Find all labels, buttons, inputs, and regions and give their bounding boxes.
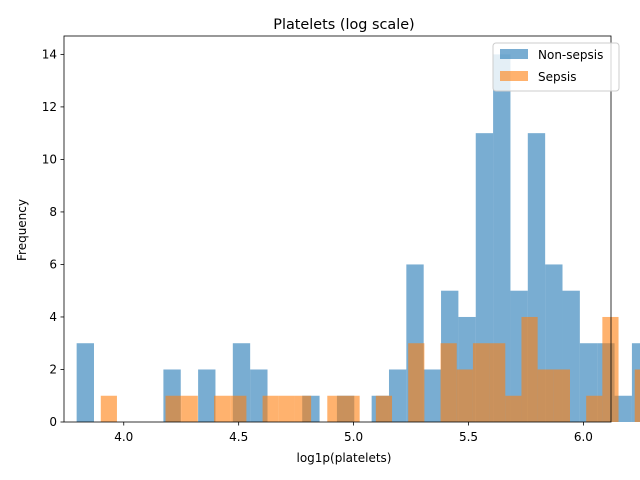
bar-sepsis-17 xyxy=(375,395,393,422)
bar-sepsis-14 xyxy=(327,395,344,422)
bars-layer xyxy=(76,54,640,422)
y-tick-label: 10 xyxy=(42,152,57,166)
bar-non-sepsis-0 xyxy=(76,343,94,422)
axes-layer: 4.0 4.5 5.0 5.5 6.0 0 2 4 6 8 10 12 14 xyxy=(42,35,612,444)
bar-sepsis-26 xyxy=(521,316,538,422)
y-tick-label: 0 xyxy=(49,415,57,429)
bar-sepsis-7 xyxy=(214,395,231,422)
bar-non-sepsis-20 xyxy=(423,369,442,422)
y-tick-label: 8 xyxy=(49,205,57,219)
bar-sepsis-23 xyxy=(472,343,490,422)
bar-sepsis-5 xyxy=(181,395,198,422)
y-tick-label: 4 xyxy=(49,310,57,324)
bar-sepsis-27 xyxy=(537,369,554,422)
legend: Non-sepsis Sepsis xyxy=(492,42,620,92)
x-tick-label: 4.5 xyxy=(229,430,248,444)
bar-sepsis-30 xyxy=(586,395,603,422)
legend-label-sepsis: Sepsis xyxy=(538,70,576,84)
bar-sepsis-8 xyxy=(230,395,247,422)
x-tick-label: 5.5 xyxy=(459,430,478,444)
legend-swatch-sepsis xyxy=(500,71,528,81)
x-tick-label: 5.0 xyxy=(344,430,363,444)
bar-sepsis-15 xyxy=(343,395,360,422)
legend-swatch-non-sepsis xyxy=(500,49,528,59)
bar-non-sepsis-24 xyxy=(493,54,511,422)
bar-sepsis-24 xyxy=(489,343,506,422)
x-tick-label: 4.0 xyxy=(114,430,133,444)
bar-non-sepsis-31 xyxy=(614,395,632,422)
y-tick-label: 12 xyxy=(42,100,57,114)
y-tick-label: 2 xyxy=(49,362,57,376)
x-axis-label: log1p(platelets) xyxy=(297,451,392,465)
bar-sepsis-31 xyxy=(602,316,619,422)
bar-non-sepsis-7 xyxy=(198,369,216,422)
bar-sepsis-12 xyxy=(294,395,312,422)
bar-sepsis-0 xyxy=(100,395,117,422)
bar-sepsis-19 xyxy=(408,343,425,422)
bar-sepsis-4 xyxy=(165,395,182,422)
y-tick-label: 14 xyxy=(42,47,57,61)
bar-sepsis-22 xyxy=(456,369,473,422)
legend-label-non-sepsis: Non-sepsis xyxy=(538,48,603,62)
bar-sepsis-21 xyxy=(440,343,457,422)
y-tick-label: 6 xyxy=(49,257,57,271)
bar-sepsis-28 xyxy=(553,369,570,422)
chart-title: Platelets (log scale) xyxy=(273,17,414,33)
bar-non-sepsis-18 xyxy=(388,369,407,422)
bar-sepsis-11 xyxy=(278,395,295,422)
bar-sepsis-10 xyxy=(262,395,279,422)
y-axis-label: Frequency xyxy=(15,199,29,261)
plot-frame xyxy=(63,35,612,423)
bar-sepsis-25 xyxy=(505,395,522,422)
x-tick-label: 6.0 xyxy=(574,430,593,444)
bar-sepsis-33 xyxy=(634,369,640,422)
